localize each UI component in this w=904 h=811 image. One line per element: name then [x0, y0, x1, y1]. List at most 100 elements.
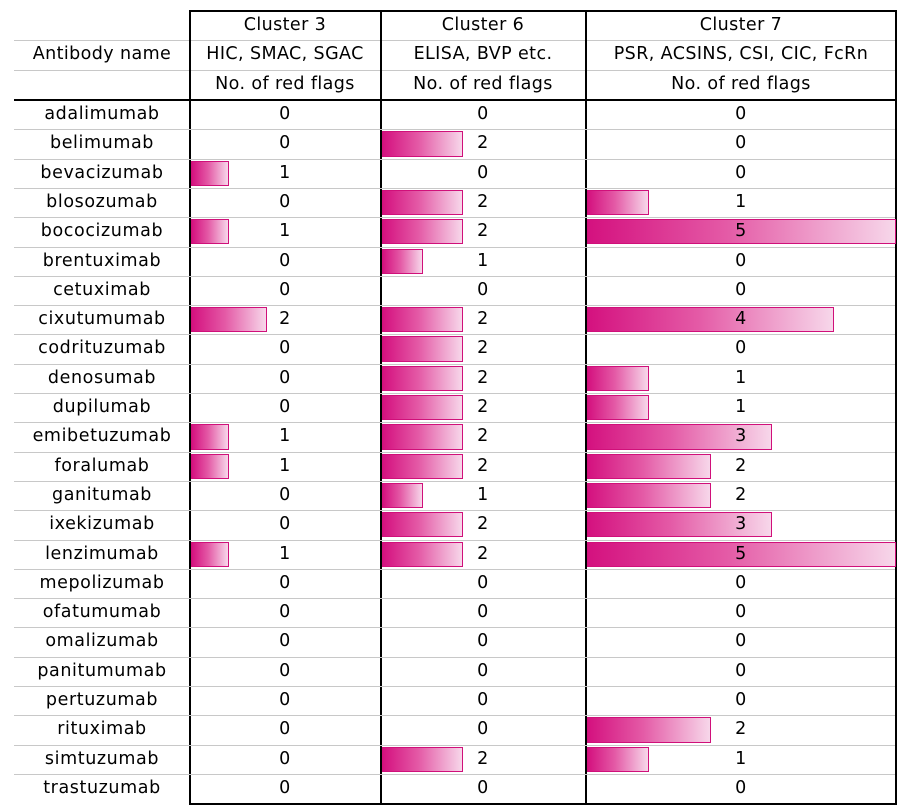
row-divider	[14, 656, 895, 658]
cluster7-flag-count: 0	[735, 162, 747, 183]
cluster7-flag-count: 1	[735, 748, 747, 769]
antibody-name-cell: trastuzumab	[43, 777, 161, 798]
antibody-name-cell: cetuximab	[53, 279, 151, 300]
cluster6-flag-bar	[382, 541, 464, 567]
cluster6-flag-bar	[382, 453, 464, 479]
cluster6-flag-count: 0	[477, 104, 489, 124]
cluster7-flag-bar	[587, 424, 773, 450]
antibody-name-cell: adalimumab	[44, 104, 160, 124]
antibody-name-cell: panitumumab	[37, 660, 167, 681]
cluster3-flag-count: 0	[279, 572, 291, 593]
header-cluster7-title: Cluster 7	[699, 15, 783, 35]
cluster6-flag-count: 2	[477, 543, 489, 564]
cluster6-flag-count: 0	[477, 631, 489, 652]
antibody-name-cell: ofatumumab	[42, 602, 162, 623]
cluster6-flag-count: 1	[477, 250, 489, 271]
column-separator-1	[189, 10, 191, 805]
row-divider	[14, 744, 895, 746]
cluster3-flag-count: 0	[279, 397, 291, 417]
cluster6-flag-bar	[382, 365, 464, 391]
cluster6-flag-count: 0	[477, 572, 489, 593]
cluster3-flag-count: 0	[279, 338, 291, 359]
cluster3-flag-count: 0	[279, 660, 291, 681]
row-divider	[14, 773, 895, 775]
row-divider	[14, 510, 895, 512]
antibody-name-cell: omalizumab	[45, 631, 159, 652]
cluster3-flag-count: 0	[279, 777, 291, 798]
antibody-name-cell: codrituzumab	[38, 338, 166, 359]
row-divider	[14, 627, 895, 629]
cluster6-flag-count: 2	[477, 748, 489, 769]
cluster6-flag-bar	[382, 248, 423, 274]
row-divider	[14, 217, 895, 219]
header-cluster7-metric: No. of red flags	[671, 74, 811, 94]
cluster6-flag-bar	[382, 512, 464, 538]
cluster3-flag-count: 1	[279, 543, 291, 564]
row-divider	[14, 187, 895, 189]
cluster7-flag-count: 1	[735, 397, 747, 417]
cluster6-flag-count: 0	[477, 162, 489, 183]
cluster6-flag-count: 0	[477, 660, 489, 681]
cluster7-flag-count: 0	[735, 777, 747, 798]
cluster6-flag-bar	[382, 336, 464, 362]
cluster6-flag-count: 2	[477, 426, 489, 447]
row-divider	[14, 598, 895, 600]
column-separator-2	[380, 10, 382, 805]
cluster3-flag-count: 0	[279, 367, 291, 388]
row-divider	[14, 246, 895, 248]
row-divider	[14, 686, 895, 687]
cluster6-flag-count: 2	[477, 309, 489, 330]
antibody-name-cell: ixekizumab	[49, 514, 155, 535]
antibody-name-cell: blosozumab	[46, 191, 158, 212]
cluster7-flag-count: 1	[735, 367, 747, 388]
cluster7-flag-bar	[587, 395, 649, 421]
cluster3-flag-count: 0	[279, 279, 291, 300]
cluster3-flag-count: 1	[279, 162, 291, 183]
header-antibody-name: Antibody name	[32, 44, 172, 64]
cluster6-flag-bar	[382, 395, 464, 421]
cluster3-flag-count: 1	[279, 455, 291, 476]
cluster7-flag-bar	[587, 453, 711, 479]
row-divider	[14, 539, 895, 541]
header-cluster3-title: Cluster 3	[243, 15, 327, 35]
cluster7-flag-count: 4	[735, 309, 747, 330]
cluster3-flag-bar	[191, 219, 229, 245]
row-divider	[14, 451, 895, 453]
cluster7-flag-count: 2	[735, 455, 747, 476]
cluster7-flag-count: 0	[735, 690, 747, 710]
cluster7-flag-count: 5	[735, 543, 747, 564]
cluster7-flag-count: 0	[735, 572, 747, 593]
antibody-name-cell: pertuzumab	[45, 690, 159, 710]
cluster3-flag-count: 0	[279, 104, 291, 124]
cluster6-flag-count: 0	[477, 719, 489, 740]
cluster3-flag-count: 0	[279, 191, 291, 212]
header-bottom-rule	[14, 99, 895, 101]
cluster7-flag-count: 2	[735, 719, 747, 740]
antibody-name-cell: rituximab	[57, 719, 147, 740]
antibody-name-cell: cixutumumab	[38, 309, 166, 330]
antibody-name-cell: emibetuzumab	[32, 426, 172, 447]
cluster7-flag-count: 0	[735, 133, 747, 154]
cluster3-flag-bar	[191, 307, 267, 333]
cluster7-flag-bar	[587, 307, 835, 333]
cluster7-flag-bar	[587, 219, 896, 245]
cluster6-flag-bar	[382, 189, 464, 216]
cluster7-flag-bar	[587, 189, 649, 216]
antibody-name-cell: mepolizumab	[39, 572, 165, 593]
cluster6-flag-bar	[382, 307, 464, 333]
cluster7-flag-bar	[587, 717, 711, 743]
cluster6-flag-count: 0	[477, 602, 489, 623]
cluster3-flag-count: 0	[279, 690, 291, 710]
cluster7-flag-count: 1	[735, 191, 747, 212]
cluster6-flag-count: 0	[477, 690, 489, 710]
header-cluster3-metric: No. of red flags	[215, 74, 355, 94]
cluster6-flag-bar	[382, 424, 464, 450]
cluster3-flag-bar	[191, 424, 229, 450]
row-divider	[14, 305, 895, 307]
cluster7-flag-count: 3	[735, 426, 747, 447]
antibody-name-cell: bevacizumab	[40, 162, 164, 183]
cluster3-flag-count: 1	[279, 426, 291, 447]
row-divider	[14, 715, 895, 717]
antibody-name-cell: denosumab	[47, 367, 157, 388]
antibody-name-cell: bococizumab	[40, 221, 164, 242]
